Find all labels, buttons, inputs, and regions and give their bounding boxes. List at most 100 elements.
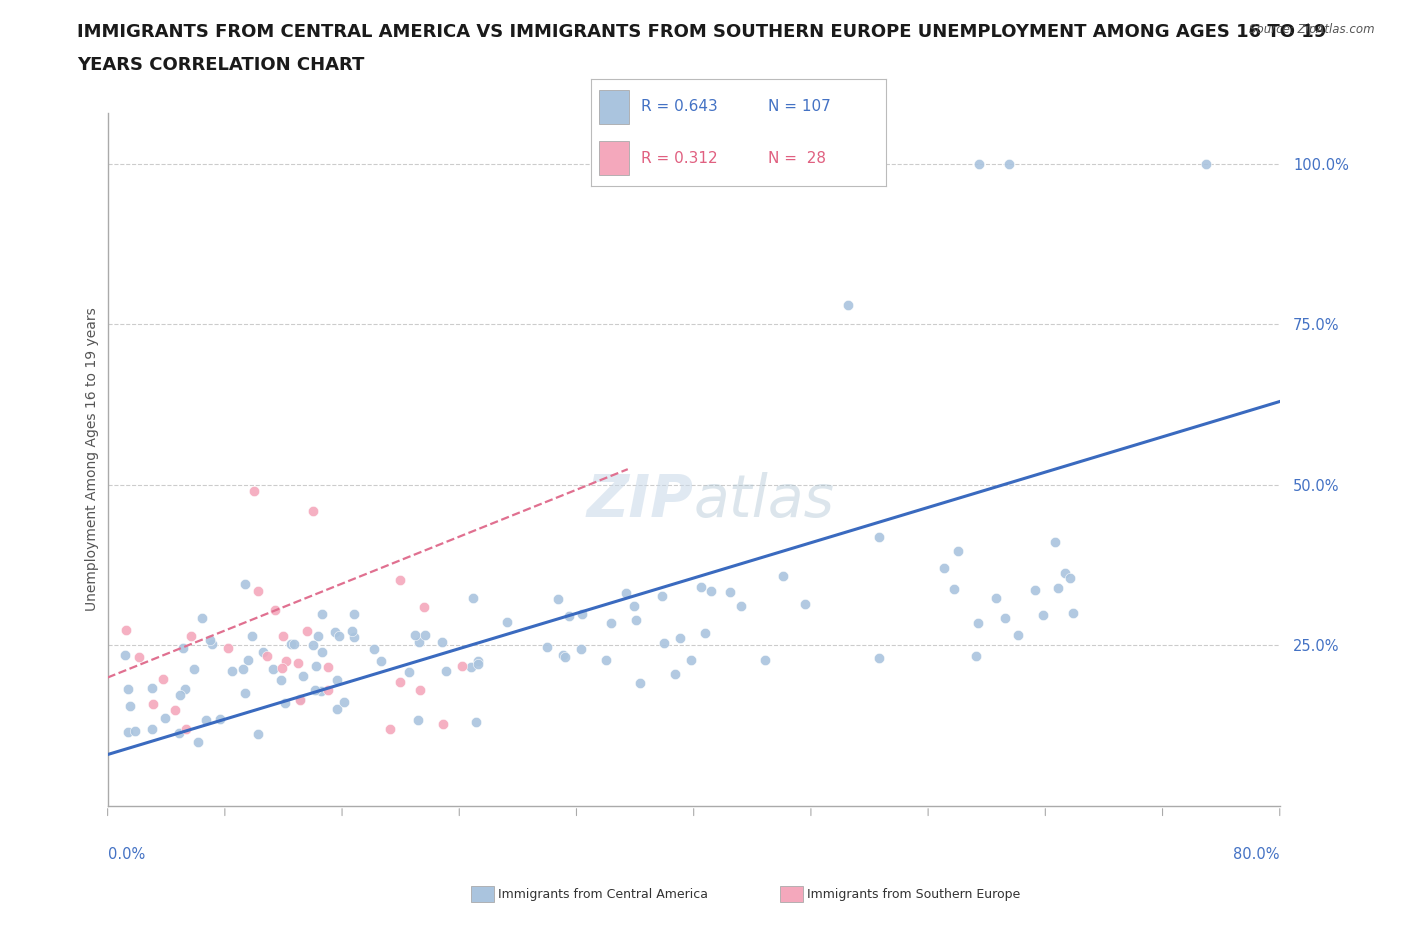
Point [460, 659, 482, 674]
Point [325, 701, 347, 716]
Point [233, 685, 256, 700]
Point [624, 612, 647, 627]
Point [451, 658, 474, 673]
Point [595, 653, 617, 668]
Point [276, 653, 298, 668]
Point [432, 717, 454, 732]
Point [398, 665, 420, 680]
Point [274, 696, 297, 711]
Point [408, 634, 430, 649]
Bar [599, 141, 628, 175]
Point [695, 626, 717, 641]
Point [837, 298, 859, 312]
Point [167, 725, 190, 740]
Point [311, 606, 333, 621]
Point [389, 572, 412, 587]
Point [233, 577, 256, 591]
Point [152, 671, 174, 686]
Point [409, 683, 432, 698]
Point [209, 711, 232, 726]
Point [434, 663, 457, 678]
Point [221, 663, 243, 678]
Point [169, 687, 191, 702]
Point [412, 600, 434, 615]
Point [252, 645, 274, 660]
Point [172, 641, 194, 656]
Point [128, 649, 150, 664]
Text: 80.0%: 80.0% [1233, 847, 1279, 862]
Point [316, 683, 339, 698]
Point [669, 631, 692, 645]
Point [554, 649, 576, 664]
Point [681, 653, 703, 668]
Point [652, 636, 675, 651]
Point [754, 652, 776, 667]
Point [343, 630, 366, 644]
Point [256, 648, 278, 663]
Point [304, 683, 326, 698]
Text: N =  28: N = 28 [768, 151, 825, 166]
Text: R = 0.312: R = 0.312 [641, 151, 717, 166]
Point [718, 585, 741, 600]
Point [301, 503, 323, 518]
Point [984, 591, 1007, 605]
Text: atlas: atlas [693, 472, 835, 529]
Point [599, 616, 621, 631]
Point [333, 695, 356, 710]
Point [628, 675, 651, 690]
Point [283, 636, 305, 651]
Point [942, 581, 965, 596]
Point [271, 629, 294, 644]
Point [174, 722, 197, 737]
Point [174, 681, 197, 696]
Point [1043, 535, 1066, 550]
Point [141, 681, 163, 696]
Point [142, 697, 165, 711]
Point [201, 636, 224, 651]
Point [238, 652, 260, 667]
Point [465, 715, 488, 730]
Point [191, 610, 214, 625]
Point [243, 484, 266, 498]
Point [114, 648, 136, 663]
Point [948, 544, 970, 559]
Point [270, 660, 292, 675]
Point [664, 667, 686, 682]
Y-axis label: Unemployment Among Ages 16 to 19 years: Unemployment Among Ages 16 to 19 years [86, 308, 100, 611]
Point [295, 624, 318, 639]
Point [1024, 582, 1046, 597]
Point [1007, 627, 1029, 642]
Point [246, 583, 269, 598]
Point [1062, 605, 1084, 620]
Point [997, 156, 1019, 171]
Point [965, 649, 987, 664]
Point [404, 628, 426, 643]
Point [430, 634, 453, 649]
Point [292, 669, 315, 684]
Point [467, 654, 489, 669]
Point [326, 672, 349, 687]
Point [246, 727, 269, 742]
Point [463, 591, 485, 605]
Point [165, 702, 187, 717]
Point [187, 735, 209, 750]
Point [316, 659, 339, 674]
Point [690, 580, 713, 595]
Text: Immigrants from Southern Europe: Immigrants from Southern Europe [807, 888, 1021, 901]
Point [343, 606, 366, 621]
Text: IMMIGRANTS FROM CENTRAL AMERICA VS IMMIGRANTS FROM SOUTHERN EUROPE UNEMPLOYMENT : IMMIGRANTS FROM CENTRAL AMERICA VS IMMIG… [77, 23, 1327, 41]
Point [651, 588, 673, 603]
Text: Immigrants from Central America: Immigrants from Central America [498, 888, 707, 901]
Point [232, 661, 254, 676]
Point [263, 603, 285, 618]
Point [614, 586, 637, 601]
Point [1059, 571, 1081, 586]
Point [198, 632, 221, 647]
Point [558, 608, 581, 623]
Point [969, 156, 991, 171]
Point [363, 641, 385, 656]
Point [323, 625, 346, 640]
Point [117, 682, 139, 697]
Point [307, 628, 329, 643]
Point [934, 561, 956, 576]
